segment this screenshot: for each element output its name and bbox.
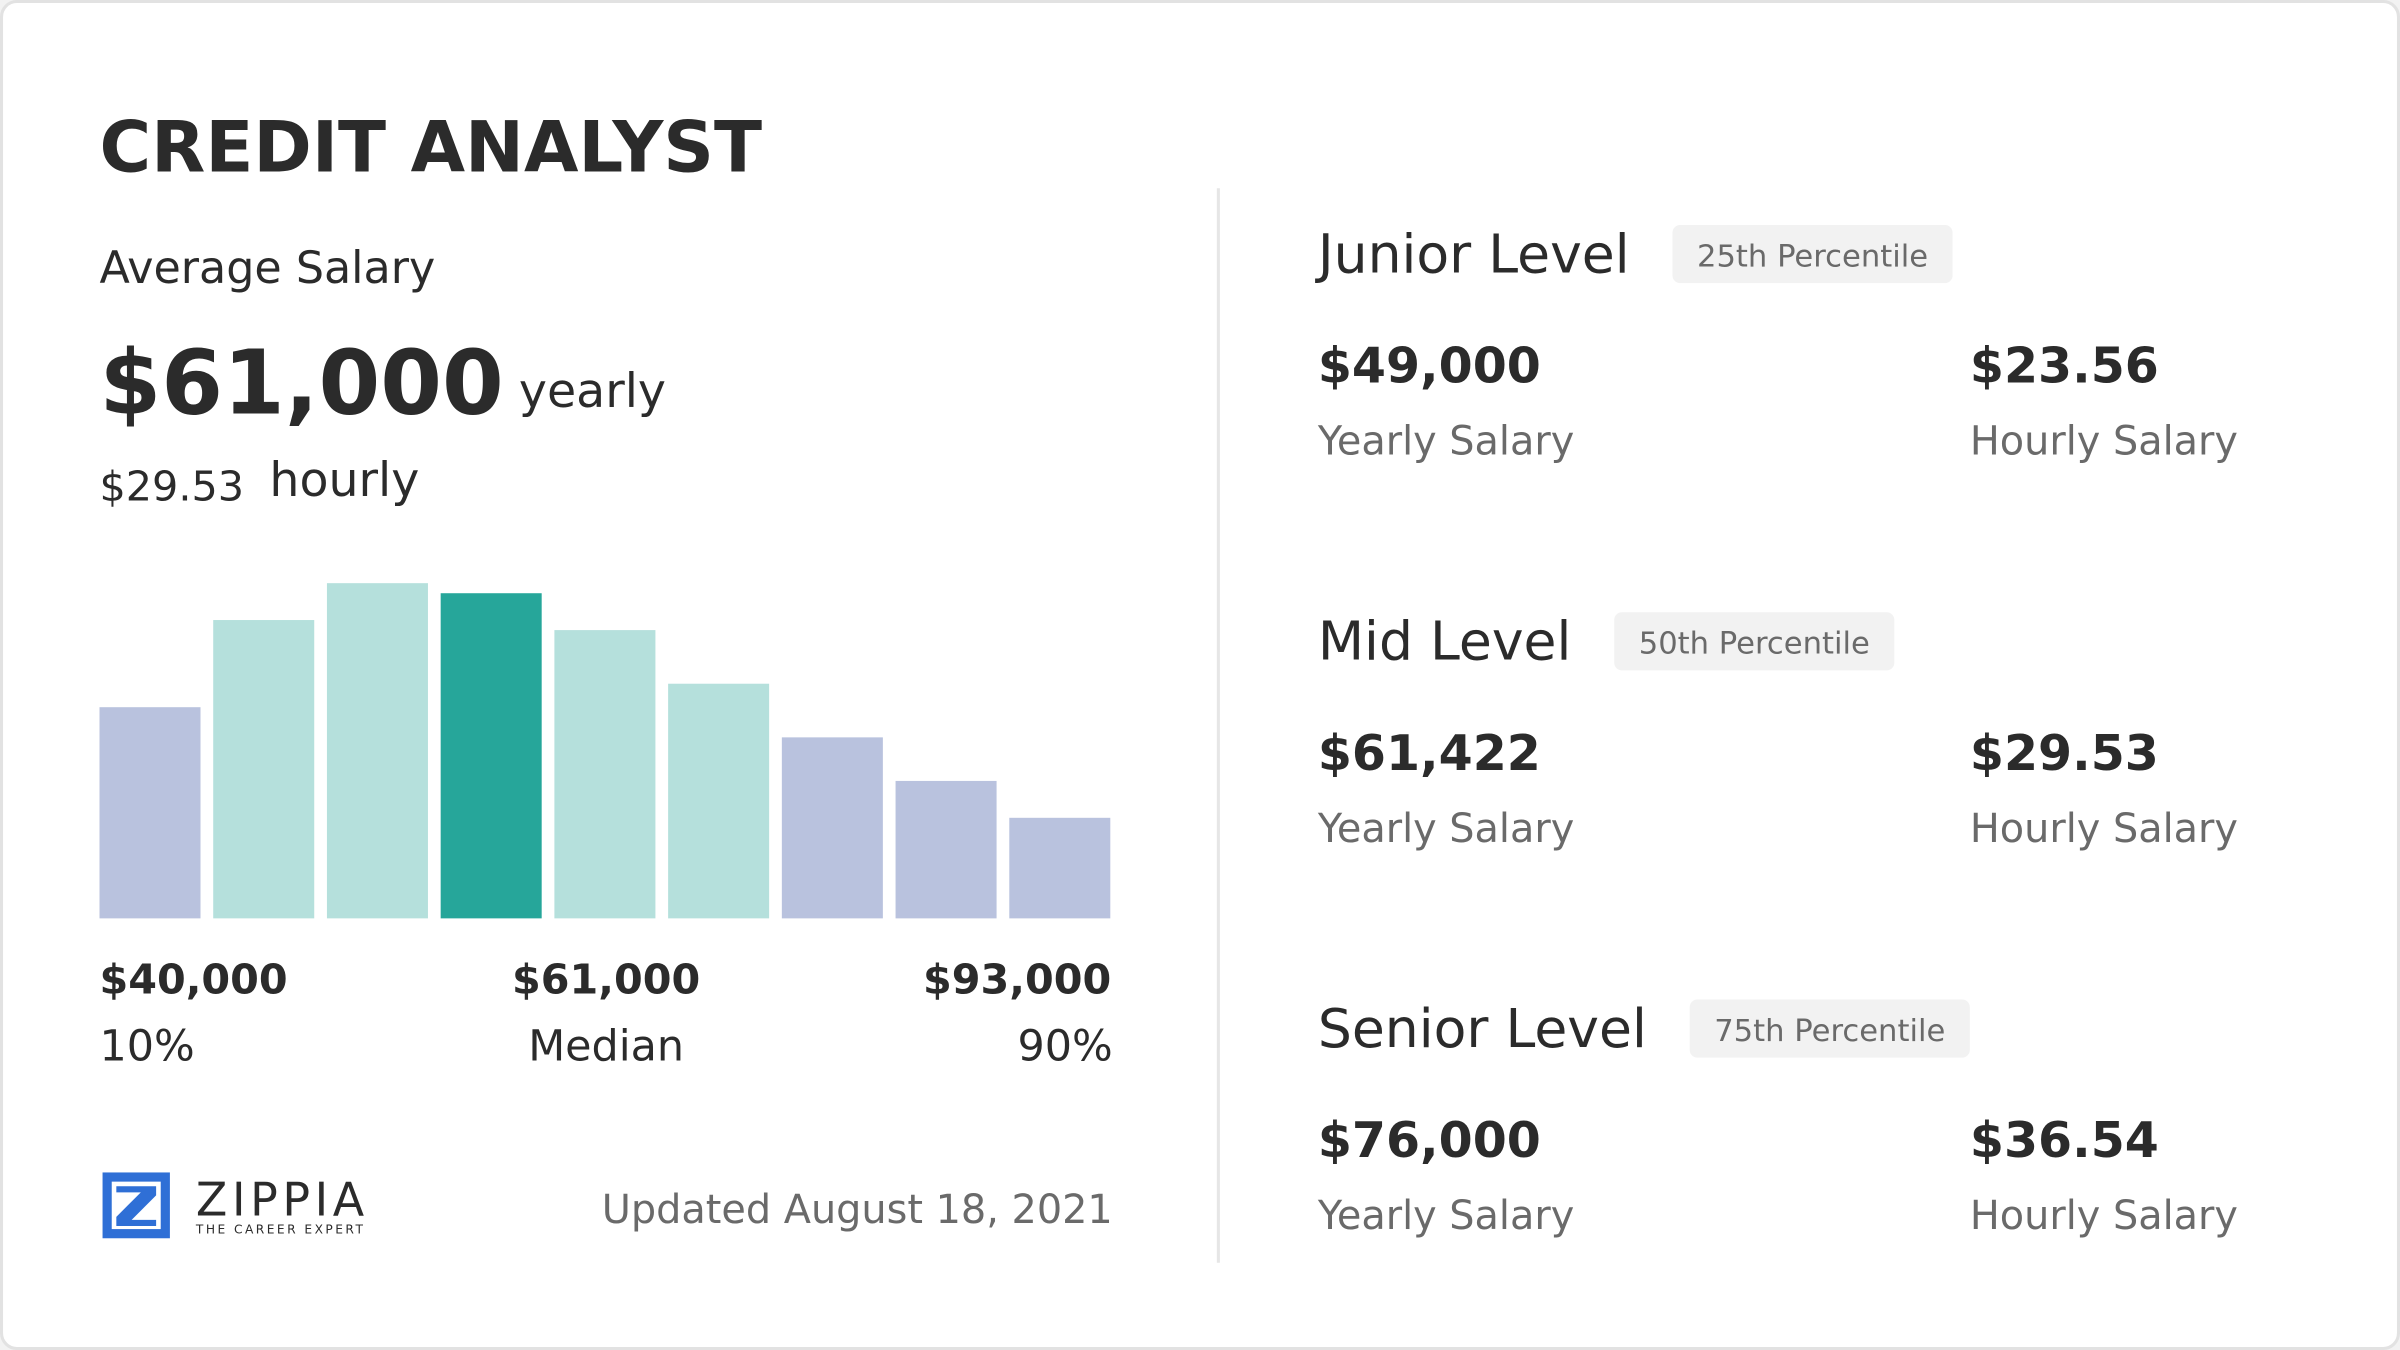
hourly-salary: $29.53 [1970, 725, 2159, 782]
percentile-label: 50th Percentile [1639, 627, 1870, 662]
levels: Junior Level 25th Percentile $49,000 Yearly… [1315, 222, 2238, 1239]
average-yearly: $61,000 [99, 331, 503, 434]
bar [895, 780, 997, 919]
bar [440, 593, 542, 919]
logo-icon [102, 1172, 170, 1239]
range-amount: $61,000 [512, 955, 700, 1003]
hourly-label: Hourly Salary [1970, 806, 2238, 852]
title: CREDIT ANALYST [99, 106, 762, 188]
hourly-label: Hourly Salary [1970, 419, 2238, 465]
bar [326, 583, 428, 919]
range-label: 90% [1018, 1022, 1113, 1072]
logo-tagline: THE CAREER EXPERT [195, 1223, 366, 1237]
percentile-label: 25th Percentile [1697, 239, 1928, 274]
hourly-salary: $36.54 [1970, 1112, 2159, 1169]
bar [554, 630, 656, 919]
hourly-label: Hourly Salary [1970, 1193, 2238, 1239]
bar [668, 683, 770, 919]
percentile-badge [1672, 225, 1953, 284]
range-amount: $40,000 [99, 955, 287, 1003]
level-name: Junior Level [1315, 222, 1630, 285]
range-label: Median [528, 1022, 684, 1072]
updated-date: Updated August 18, 2021 [602, 1187, 1113, 1233]
logo-text: ZIPPIA [196, 1172, 369, 1226]
bar [781, 737, 883, 919]
yearly-label: Yearly Salary [1317, 419, 1574, 465]
bar [99, 707, 201, 919]
bar [213, 620, 315, 919]
average-hourly: $29.53 [99, 463, 244, 511]
level-name: Senior Level [1318, 997, 1647, 1060]
range-amount: $93,000 [923, 955, 1111, 1003]
yearly-label: Yearly Salary [1317, 1193, 1574, 1239]
percentile-badge [1689, 999, 1970, 1058]
histogram [99, 583, 1111, 919]
percentile-label: 75th Percentile [1714, 1014, 1945, 1049]
level-name: Mid Level [1318, 610, 1572, 673]
range-label: 10% [99, 1022, 194, 1072]
hourly-unit: hourly [269, 453, 419, 508]
yearly-salary: $49,000 [1318, 338, 1541, 395]
hourly-salary: $23.56 [1970, 338, 2159, 395]
yearly-salary: $76,000 [1318, 1112, 1541, 1169]
bar [1009, 817, 1111, 919]
yearly-salary: $61,422 [1318, 725, 1541, 782]
percentile-badge [1614, 612, 1895, 671]
yearly-label: Yearly Salary [1317, 806, 1574, 852]
yearly-unit: yearly [519, 364, 666, 419]
average-label: Average Salary [99, 243, 435, 294]
